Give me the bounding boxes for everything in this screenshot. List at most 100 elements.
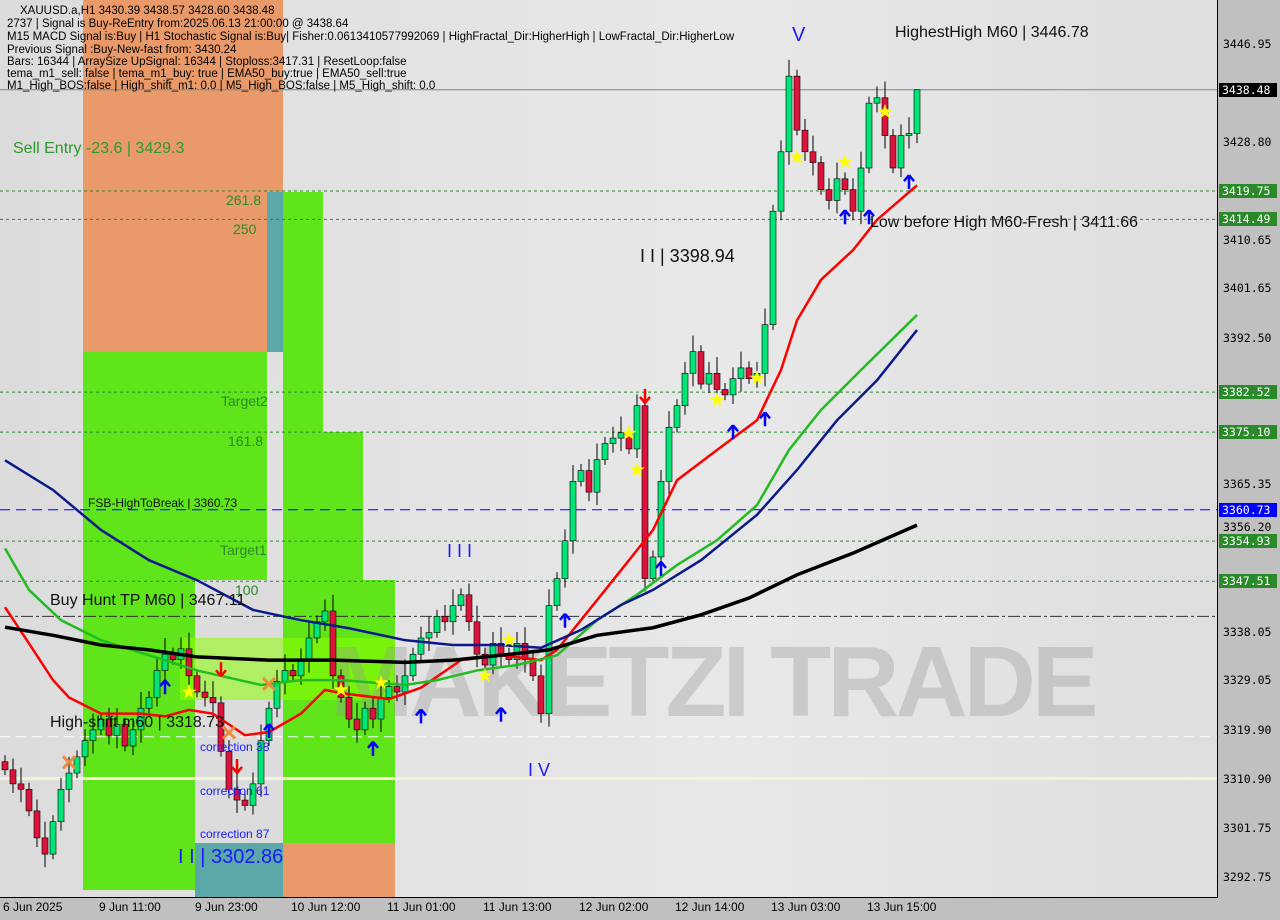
candle bbox=[65, 772, 73, 790]
moving-average-line bbox=[3, 184, 918, 737]
star-icon bbox=[501, 632, 517, 647]
star-icon bbox=[749, 370, 765, 385]
time-tick-label: 11 Jun 13:00 bbox=[483, 900, 552, 914]
candle bbox=[897, 135, 905, 169]
candle bbox=[329, 610, 337, 677]
candle bbox=[601, 443, 609, 461]
candle bbox=[721, 389, 729, 396]
time-tick-label: 9 Jun 23:00 bbox=[195, 900, 258, 914]
candle bbox=[665, 427, 673, 482]
candle bbox=[457, 594, 465, 606]
zone-lime-band bbox=[180, 638, 395, 700]
candle bbox=[257, 740, 265, 785]
candle bbox=[785, 75, 793, 153]
candle bbox=[801, 129, 809, 153]
candle bbox=[377, 697, 385, 720]
candle bbox=[385, 686, 393, 698]
star-icon bbox=[629, 462, 645, 477]
candle bbox=[425, 632, 433, 639]
highest-high-label: HighestHigh M60 | 3446.78 bbox=[895, 24, 1089, 41]
fsb-label: FSB-HighToBreak | 3360.73 bbox=[88, 496, 238, 510]
cross-icon bbox=[221, 725, 237, 740]
candle bbox=[201, 691, 209, 698]
candle bbox=[241, 799, 249, 806]
candle bbox=[777, 151, 785, 212]
star-icon bbox=[621, 425, 637, 440]
candle bbox=[289, 670, 297, 677]
candle bbox=[561, 540, 569, 579]
candle bbox=[673, 405, 681, 428]
buy-arrow-icon bbox=[759, 411, 771, 427]
candle bbox=[225, 751, 233, 790]
candle bbox=[553, 578, 561, 606]
candle bbox=[697, 351, 705, 385]
buy-arrow-icon bbox=[839, 209, 851, 225]
zone-teal-bottom bbox=[195, 843, 283, 897]
candle bbox=[545, 605, 553, 714]
candle bbox=[825, 189, 833, 201]
price-tick-label: 3319.90 bbox=[1223, 722, 1272, 737]
star-icon bbox=[477, 667, 493, 683]
price-tick-label: 3410.65 bbox=[1223, 232, 1272, 247]
price-tick-label: 3428.80 bbox=[1223, 134, 1272, 149]
candle bbox=[585, 470, 593, 493]
star-icon bbox=[181, 684, 197, 699]
buy-arrow-icon bbox=[655, 561, 667, 576]
star-icon bbox=[709, 392, 725, 407]
candle bbox=[889, 135, 897, 169]
candle bbox=[833, 178, 841, 201]
info-line: tema_m1_sell: false | tema_m1_buy: true … bbox=[7, 68, 407, 80]
candle bbox=[609, 437, 617, 444]
time-tick-label: 12 Jun 14:00 bbox=[675, 900, 745, 914]
sell-arrow-icon bbox=[639, 388, 651, 404]
candle bbox=[865, 102, 873, 169]
candle bbox=[569, 481, 577, 542]
correction-61-label: correction 61 bbox=[200, 784, 270, 798]
buy-arrow-icon bbox=[559, 612, 571, 628]
zone-green-2 bbox=[323, 432, 363, 843]
candle bbox=[25, 788, 33, 812]
candle bbox=[841, 178, 849, 190]
moving-average-line bbox=[4, 523, 918, 665]
price-level-tag: 3414.49 bbox=[1219, 212, 1277, 227]
time-tick-label: 12 Jun 02:00 bbox=[579, 900, 649, 914]
candle bbox=[345, 697, 353, 720]
candle bbox=[417, 637, 425, 655]
buy-arrow-icon bbox=[727, 424, 739, 440]
symbol-ohlc: XAUUSD.a,H1 3430.39 3438.57 3428.60 3438… bbox=[20, 5, 275, 17]
time-tick-label: 6 Jun 2025 bbox=[3, 900, 63, 914]
price-tick-label: 3446.95 bbox=[1223, 36, 1272, 51]
candle bbox=[129, 729, 137, 747]
time-tick-label: 13 Jun 03:00 bbox=[771, 900, 841, 914]
buy-hunt-label: Buy Hunt TP M60 | 3467.11 bbox=[50, 592, 246, 609]
low-before-high-label: Low before High M60-Fresh | 3411.66 bbox=[870, 214, 1139, 231]
wave-2-high-label: I I | 3398.94 bbox=[640, 246, 735, 266]
candle bbox=[297, 659, 305, 677]
buy-arrow-icon bbox=[863, 209, 875, 225]
price-level-tag: 3354.93 bbox=[1219, 534, 1277, 549]
candle bbox=[97, 718, 105, 731]
candle bbox=[593, 459, 601, 493]
zone-orange-bottom bbox=[283, 843, 395, 897]
candle bbox=[161, 653, 169, 671]
wave-2-low-label: I I | 3302.86 bbox=[178, 846, 284, 868]
star-icon bbox=[333, 681, 349, 697]
info-line: Previous Signal :Buy-New-fast from: 3430… bbox=[7, 44, 237, 56]
candle bbox=[105, 718, 113, 736]
star-icon bbox=[373, 674, 389, 690]
buy-arrow-icon bbox=[367, 741, 379, 756]
candle bbox=[729, 378, 737, 396]
fib-261-label: 261.8 bbox=[226, 192, 262, 208]
candle bbox=[273, 680, 281, 709]
candle bbox=[617, 432, 625, 439]
price-tick-label: 3392.50 bbox=[1223, 330, 1272, 345]
candle bbox=[681, 372, 689, 406]
time-tick-label: 11 Jun 01:00 bbox=[387, 900, 456, 914]
candle bbox=[41, 837, 49, 855]
candle bbox=[369, 707, 377, 720]
sell-arrow-icon bbox=[231, 758, 243, 774]
info-line: M1_High_BOS:false | High_shift_m1: 0.0 |… bbox=[7, 80, 436, 92]
candle bbox=[449, 605, 457, 623]
candle bbox=[905, 133, 913, 136]
target2-label: Target2 bbox=[221, 393, 268, 409]
